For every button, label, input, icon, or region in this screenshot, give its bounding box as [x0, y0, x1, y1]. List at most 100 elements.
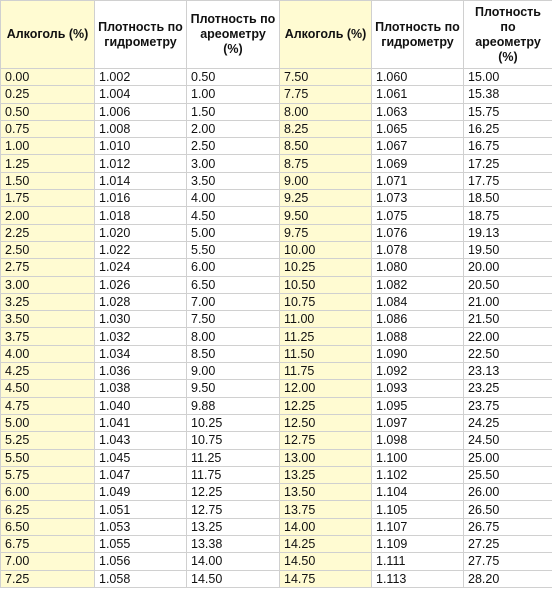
cell-alcohol: 1.50 — [0, 171, 95, 191]
cell-alcohol: 9.75 — [279, 223, 372, 242]
cell-alcohol: 7.25 — [0, 569, 95, 588]
cell-areometer-density: 20.00 — [463, 258, 552, 277]
cell-areometer-density: 23.13 — [463, 362, 552, 381]
cell-hydrometer-density: 1.063 — [371, 102, 464, 121]
cell-areometer-density: 4.00 — [186, 189, 280, 208]
cell-alcohol: 8.00 — [279, 102, 372, 121]
cell-areometer-density: 0.50 — [186, 67, 280, 87]
cell-areometer-density: 23.75 — [463, 396, 552, 415]
cell-areometer-density: 7.00 — [186, 292, 280, 312]
cell-areometer-density: 27.75 — [463, 552, 552, 571]
cell-hydrometer-density: 1.092 — [371, 362, 464, 381]
cell-areometer-density: 16.75 — [463, 137, 552, 156]
cell-alcohol: 14.50 — [279, 552, 372, 571]
cell-alcohol: 14.25 — [279, 535, 372, 554]
cell-areometer-density: 12.75 — [186, 500, 280, 519]
cell-hydrometer-density: 1.107 — [371, 517, 464, 537]
cell-hydrometer-density: 1.071 — [371, 171, 464, 191]
cell-alcohol: 2.25 — [0, 223, 95, 242]
cell-areometer-density: 3.50 — [186, 171, 280, 191]
cell-alcohol: 0.75 — [0, 119, 95, 139]
cell-alcohol: 7.50 — [279, 67, 372, 87]
cell-hydrometer-density: 1.016 — [94, 189, 187, 208]
cell-hydrometer-density: 1.014 — [94, 171, 187, 191]
table-row: 0.50 1.006 1.50 8.00 1.063 15.75 — [0, 102, 552, 121]
cell-hydrometer-density: 1.002 — [94, 67, 187, 87]
header-areometer-density: Плотность по ареометру (%) — [186, 0, 280, 69]
cell-hydrometer-density: 1.082 — [371, 275, 464, 294]
table-row: 6.75 1.055 13.38 14.25 1.109 27.25 — [0, 535, 552, 554]
cell-areometer-density: 13.25 — [186, 517, 280, 537]
cell-hydrometer-density: 1.028 — [94, 292, 187, 312]
table-row: 2.00 1.018 4.50 9.50 1.075 18.75 — [0, 206, 552, 225]
cell-alcohol: 2.50 — [0, 240, 95, 260]
table-row: 1.75 1.016 4.00 9.25 1.073 18.50 — [0, 189, 552, 208]
cell-hydrometer-density: 1.088 — [371, 327, 464, 346]
cell-hydrometer-density: 1.026 — [94, 275, 187, 294]
cell-alcohol: 5.25 — [0, 431, 95, 450]
table-body: 0.00 1.002 0.50 7.50 1.060 15.00 0.25 1.004 1.00… — [0, 67, 552, 588]
cell-alcohol: 6.00 — [0, 483, 95, 502]
cell-alcohol: 8.25 — [279, 119, 372, 139]
cell-alcohol: 11.50 — [279, 344, 372, 364]
cell-hydrometer-density: 1.043 — [94, 431, 187, 450]
cell-hydrometer-density: 1.067 — [371, 137, 464, 156]
table-row: 3.00 1.026 6.50 10.50 1.082 20.50 — [0, 275, 552, 294]
cell-hydrometer-density: 1.109 — [371, 535, 464, 554]
cell-alcohol: 1.75 — [0, 189, 95, 208]
cell-areometer-density: 17.75 — [463, 171, 552, 191]
cell-alcohol: 14.75 — [279, 569, 372, 588]
cell-alcohol: 1.25 — [0, 154, 95, 173]
cell-hydrometer-density: 1.073 — [371, 189, 464, 208]
cell-alcohol: 6.50 — [0, 517, 95, 537]
cell-alcohol: 10.75 — [279, 292, 372, 312]
cell-areometer-density: 27.25 — [463, 535, 552, 554]
cell-areometer-density: 26.75 — [463, 517, 552, 537]
cell-hydrometer-density: 1.097 — [371, 413, 464, 433]
cell-areometer-density: 16.25 — [463, 119, 552, 139]
cell-hydrometer-density: 1.075 — [371, 206, 464, 225]
cell-alcohol: 5.75 — [0, 465, 95, 485]
cell-hydrometer-density: 1.034 — [94, 344, 187, 364]
header-row: Алкоголь (%) Плотность по гидрометру Пло… — [0, 0, 552, 69]
cell-alcohol: 11.00 — [279, 310, 372, 329]
cell-alcohol: 10.00 — [279, 240, 372, 260]
cell-hydrometer-density: 1.098 — [371, 431, 464, 450]
cell-hydrometer-density: 1.078 — [371, 240, 464, 260]
cell-hydrometer-density: 1.055 — [94, 535, 187, 554]
cell-areometer-density: 14.50 — [186, 569, 280, 588]
cell-hydrometer-density: 1.008 — [94, 119, 187, 139]
cell-alcohol: 3.00 — [0, 275, 95, 294]
cell-alcohol: 11.75 — [279, 362, 372, 381]
cell-hydrometer-density: 1.065 — [371, 119, 464, 139]
cell-alcohol: 9.00 — [279, 171, 372, 191]
cell-areometer-density: 9.50 — [186, 379, 280, 398]
table-row: 6.00 1.049 12.25 13.50 1.104 26.00 — [0, 483, 552, 502]
cell-alcohol: 4.75 — [0, 396, 95, 415]
cell-areometer-density: 2.00 — [186, 119, 280, 139]
cell-areometer-density: 25.00 — [463, 448, 552, 467]
cell-areometer-density: 15.75 — [463, 102, 552, 121]
cell-alcohol: 7.75 — [279, 85, 372, 104]
cell-alcohol: 2.00 — [0, 206, 95, 225]
cell-alcohol: 2.75 — [0, 258, 95, 277]
cell-areometer-density: 12.25 — [186, 483, 280, 502]
table-row: 6.50 1.053 13.25 14.00 1.107 26.75 — [0, 517, 552, 537]
cell-areometer-density: 28.20 — [463, 569, 552, 588]
cell-hydrometer-density: 1.041 — [94, 413, 187, 433]
cell-hydrometer-density: 1.022 — [94, 240, 187, 260]
cell-hydrometer-density: 1.090 — [371, 344, 464, 364]
cell-areometer-density: 24.25 — [463, 413, 552, 433]
cell-areometer-density: 5.00 — [186, 223, 280, 242]
cell-alcohol: 12.75 — [279, 431, 372, 450]
cell-alcohol: 9.50 — [279, 206, 372, 225]
cell-hydrometer-density: 1.113 — [371, 569, 464, 588]
cell-areometer-density: 17.25 — [463, 154, 552, 173]
cell-hydrometer-density: 1.093 — [371, 379, 464, 398]
cell-alcohol: 13.25 — [279, 465, 372, 485]
cell-areometer-density: 14.00 — [186, 552, 280, 571]
cell-alcohol: 4.50 — [0, 379, 95, 398]
cell-hydrometer-density: 1.060 — [371, 67, 464, 87]
cell-alcohol: 11.25 — [279, 327, 372, 346]
